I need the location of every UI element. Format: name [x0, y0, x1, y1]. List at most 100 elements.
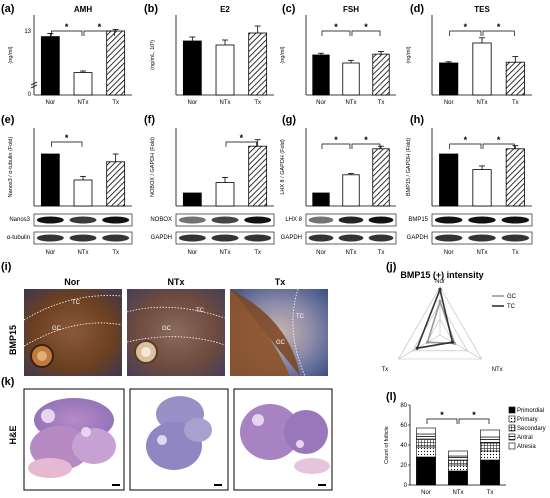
chart-d-ylabel: (ng/ml) [406, 46, 412, 63]
chart-l-xtick: Tx [487, 490, 494, 496]
chart-e-bar [106, 161, 126, 207]
panel-label-d: (d) [410, 3, 424, 15]
radar-grid [412, 302, 468, 352]
radar-legend-label: TC [507, 304, 516, 310]
blot-f: NOBOX GAPDH Nor NTx Tx [150, 213, 275, 256]
panel-label-c: (c) [282, 3, 296, 15]
chart-a-sig-bracket [83, 30, 116, 36]
blot-g-label: GAPDH [281, 235, 302, 241]
chart-f: NOBOX / GAPDH (Fold) * [150, 128, 274, 207]
radar-point [415, 346, 419, 350]
chart-a-axis-break2 [30, 84, 38, 89]
blot-e-band [36, 234, 64, 242]
chart-c-ylabel: (ng/ml) [280, 46, 286, 63]
chart-l-segment-Atresia [416, 427, 436, 435]
chart-l-segment-Secondary [448, 459, 468, 466]
blot-f-band [244, 216, 272, 224]
ihc-side-label: BMP15 [8, 325, 18, 355]
panel-label-g: (g) [282, 114, 296, 126]
chart-l-segment-Primary [448, 464, 468, 472]
chart-e-bar [40, 153, 60, 207]
chart-h-sig-bracket [449, 143, 482, 149]
blot-g-band [308, 216, 334, 224]
radar-point [450, 340, 455, 344]
blot-h-xtick: Nor [444, 250, 454, 256]
radar-spoke [398, 334, 441, 360]
radar-axis-label: Nor [435, 279, 445, 285]
he-image-tx [233, 388, 333, 491]
chart-c-bar [342, 62, 360, 96]
chart-c-title: FSH [343, 5, 359, 14]
chart-l-legend-swatch [508, 424, 516, 432]
blot-h-xtick: Tx [512, 250, 519, 256]
chart-a-bar [73, 72, 93, 96]
chart-l-legend-label: Primordial [517, 408, 544, 414]
radar-axis-label: Tx [381, 367, 388, 373]
chart-g: LHX 8 / GAPDH (Fold) * * [280, 128, 396, 207]
chart-g-bar [312, 192, 330, 207]
chart-c-bar [372, 53, 390, 96]
chart-a-axis-break [30, 81, 38, 86]
chart-l: Count of follicle 0 20 40 60 80 Nor NTx Tx * * Prim… [384, 403, 546, 496]
chart-c-xtick: NTx [346, 100, 357, 106]
chart-c: FSH (ng/ml) Nor NTx Tx * * [280, 5, 396, 106]
radar-chart: BMP15 (+) intensity Nor NTx Tx GC TC [381, 270, 516, 373]
blot-e-band [69, 234, 97, 242]
panel-label-a: (a) [1, 3, 15, 15]
chart-d-title: TES [474, 5, 490, 14]
chart-l-segment-Antral [448, 455, 468, 461]
blot-e-xtick: Tx [112, 250, 119, 256]
chart-c-bar [312, 54, 330, 96]
chart-e-sig-star: * [65, 133, 69, 143]
blot-g: LHX 8 GAPDH Nor NTx Tx [281, 213, 397, 256]
chart-b-bar [182, 40, 202, 96]
blot-g-label: LHX 8 [285, 217, 302, 223]
blot-f-xtick: NTx [220, 250, 231, 256]
chart-l-segment-Atresia [480, 429, 500, 438]
panel-label-k: (k) [1, 376, 15, 388]
chart-l-ytick: 40 [400, 443, 407, 449]
chart-l-xtick: NTx [453, 490, 464, 496]
chart-f-bar [182, 192, 202, 207]
panel-label-h: (h) [410, 114, 424, 126]
ihc-panel: BMP15 Nor NTx Tx TC GC TC GC [8, 277, 328, 377]
chart-h-bar [505, 148, 525, 207]
chart-l-xtick: Nor [421, 490, 431, 496]
chart-d-xtick: NTx [477, 100, 488, 106]
chart-e: Nanos3 / α-tubulin (Fold) * [8, 128, 132, 207]
chart-h-bar [472, 169, 492, 207]
chart-d: TES (ng/ml) Nor NTx Tx * * [406, 5, 532, 106]
radar-point [438, 287, 442, 291]
blot-h-band [468, 216, 496, 224]
he-panel: H&E [8, 388, 333, 491]
chart-e-bar [73, 179, 93, 207]
blot-h-xtick: NTx [477, 250, 488, 256]
chart-l-ylabel: Count of follicle [384, 426, 390, 464]
chart-l-segment-Antral [416, 433, 436, 440]
blot-h-band [501, 216, 530, 224]
blot-g-band [368, 216, 394, 224]
blot-e-band [102, 216, 130, 224]
blot-f-band [178, 216, 206, 224]
chart-d-bar [472, 42, 492, 96]
chart-f-sig-star: * [240, 133, 244, 143]
blot-f-band [178, 234, 206, 242]
chart-l-legend-swatch [508, 433, 516, 441]
blot-h-label: BMP15 [408, 217, 428, 223]
blot-g-xtick: NTx [346, 250, 357, 256]
blot-h-band [501, 234, 530, 242]
chart-b-title: E2 [220, 5, 230, 14]
blot-e-xtick: Nor [45, 250, 55, 256]
chart-g-sig-star: * [334, 135, 338, 145]
chart-d-sig-star: * [464, 22, 468, 32]
chart-l-segment-Primordial [416, 456, 436, 486]
chart-b-xtick: Tx [254, 100, 261, 106]
chart-a-sig-star: * [65, 22, 69, 32]
chart-d-bar [439, 62, 459, 96]
chart-a-xtick: Tx [112, 100, 119, 106]
blot-e-band [36, 216, 64, 224]
chart-c-xtick: Tx [378, 100, 385, 106]
chart-l-legend-swatch [508, 406, 516, 414]
chart-l-segment-Secondary [416, 438, 436, 448]
blot-h-band [434, 216, 463, 224]
